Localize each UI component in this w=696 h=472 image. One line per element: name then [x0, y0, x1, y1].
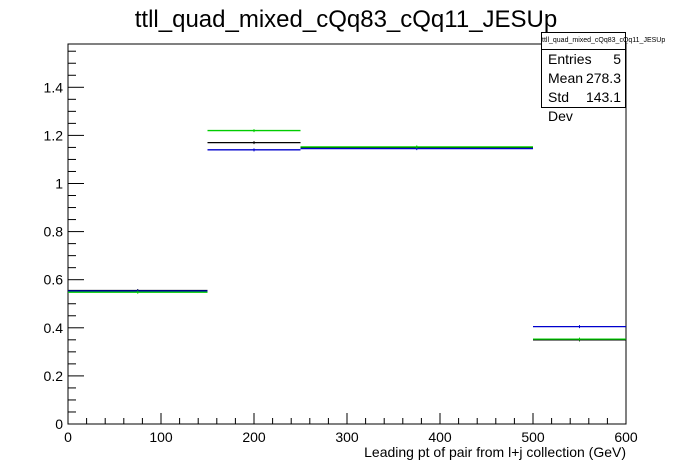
- y-tick-label: 0.2: [44, 368, 64, 384]
- stats-box: ttll_quad_mixed_cQq83_cQq11_JESUp Entrie…: [541, 32, 665, 124]
- x-tick-label: 0: [64, 429, 72, 445]
- x-tick-label: 400: [428, 429, 452, 445]
- y-tick-label: 0.8: [44, 224, 64, 240]
- x-tick-label: 600: [614, 429, 638, 445]
- stats-row-stddev: Std Dev 143.1: [542, 88, 625, 124]
- y-tick-label: 0: [55, 416, 63, 432]
- stats-row-mean: Mean 278.3: [542, 69, 625, 88]
- x-tick-label: 300: [335, 429, 359, 445]
- y-tick-label: 0.6: [44, 272, 64, 288]
- x-axis-title: Leading pt of pair from l+j collection (…: [364, 444, 626, 460]
- stats-value: 278.3: [585, 70, 621, 86]
- y-tick-label: 0.4: [44, 320, 64, 336]
- x-tick-label: 500: [521, 429, 545, 445]
- stats-title: ttll_quad_mixed_cQq83_cQq11_JESUp: [542, 36, 665, 50]
- y-tick-label: 1.2: [44, 127, 64, 143]
- y-axis: 0 0.2 0.4 0.6 0.8 1 1.2 1.4: [44, 50, 84, 432]
- y-tick-label: 1.4: [44, 79, 64, 95]
- stats-label: Mean: [548, 70, 584, 86]
- x-axis: 0 100 200 300 400 500 600: [64, 413, 638, 445]
- x-tick-label: 200: [242, 429, 266, 445]
- stats-value: 5: [613, 51, 621, 67]
- y-tick-label: 1: [55, 175, 63, 191]
- chart-title: ttll_quad_mixed_cQq83_cQq11_JESUp: [135, 6, 557, 33]
- stats-label: Entries: [548, 51, 592, 67]
- stats-value: 143.1: [585, 89, 621, 105]
- x-tick-label: 100: [149, 429, 173, 445]
- histogram-series: [68, 129, 626, 342]
- stats-label: Std Dev: [548, 89, 573, 124]
- stats-row-entries: Entries 5: [542, 50, 625, 69]
